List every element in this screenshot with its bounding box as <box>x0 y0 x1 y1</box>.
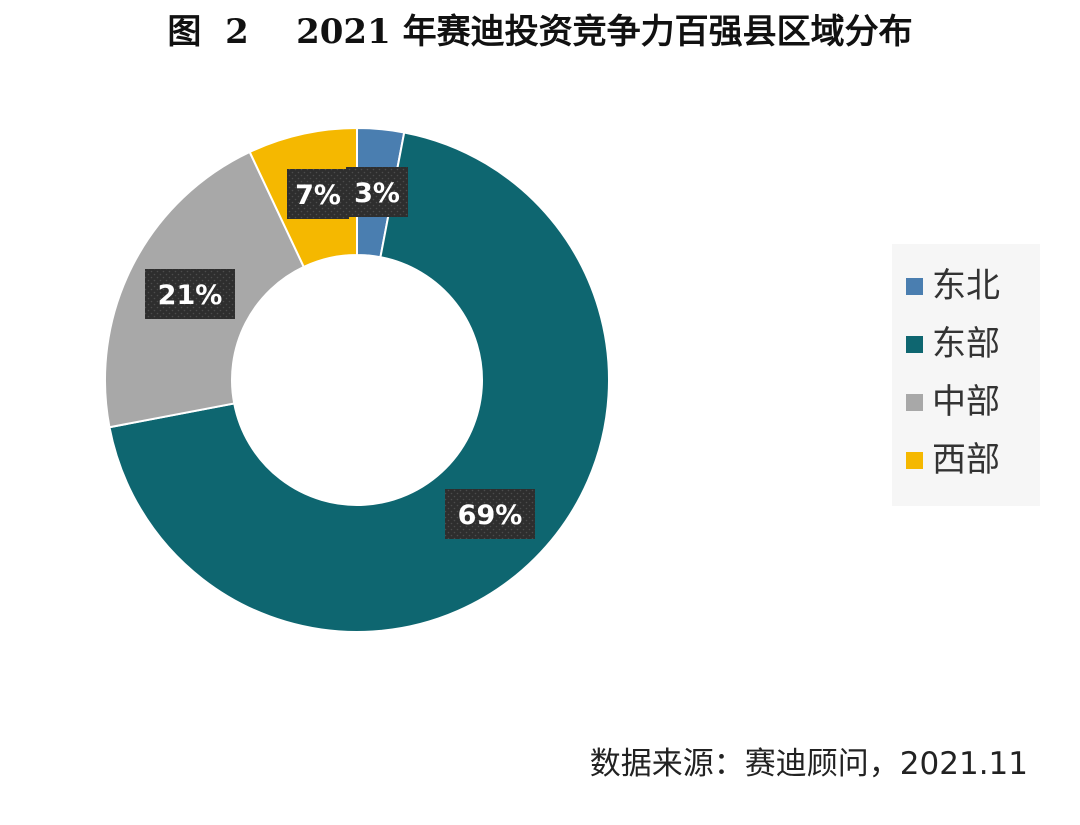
legend-label-northeast: 东北 <box>932 266 1000 306</box>
data-label-west-text: 7% <box>295 180 341 211</box>
legend-item-central: 中部 <box>906 380 1000 424</box>
legend-label-west: 西部 <box>932 440 1000 480</box>
data-label-central-text: 21% <box>158 280 223 311</box>
data-label-east: 69% <box>445 489 535 539</box>
data-label-west: 7% <box>287 169 349 219</box>
legend-item-east: 东部 <box>906 322 1000 366</box>
data-label-central: 21% <box>145 269 235 319</box>
legend-swatch-east <box>906 335 923 353</box>
legend-item-northeast: 东北 <box>906 264 1000 308</box>
chart-legend: 东北 东部 中部 西部 <box>892 244 1040 506</box>
data-label-east-box <box>445 489 535 539</box>
legend-label-east: 东部 <box>932 324 1000 364</box>
data-label-west-box <box>287 169 349 219</box>
data-label-northeast-text: 3% <box>354 178 400 209</box>
data-label-northeast-box <box>346 167 408 217</box>
legend-label-central: 中部 <box>932 382 1000 422</box>
data-source-note: 数据来源：赛迪顾问，2021.11 <box>589 746 1028 782</box>
legend-swatch-northeast <box>906 277 923 295</box>
legend-item-west: 西部 <box>906 438 1000 482</box>
data-label-northeast: 3% <box>346 167 408 217</box>
data-label-east-text: 69% <box>458 500 523 531</box>
legend-swatch-west <box>906 451 923 469</box>
data-label-central-box <box>145 269 235 319</box>
legend-swatch-central <box>906 393 923 411</box>
chart-title: 图 2 2021 年赛迪投资竞争力百强县区域分布 <box>167 12 913 52</box>
